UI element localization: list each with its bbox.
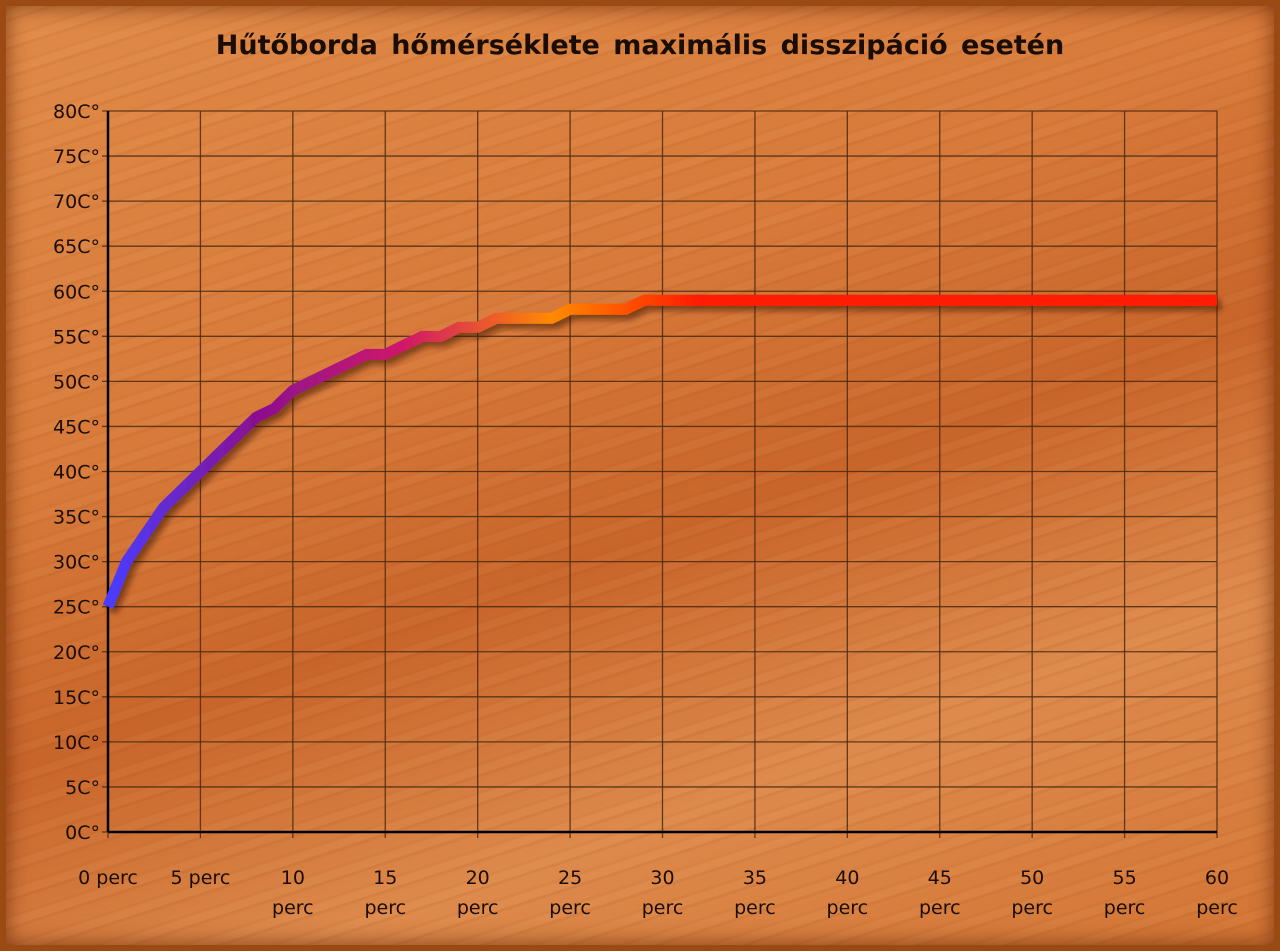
x-tick-label: 40 perc — [827, 867, 869, 919]
y-tick-label: 45C° — [53, 416, 100, 438]
y-tick-label: 30C° — [53, 552, 100, 574]
series-line — [102, 294, 1217, 609]
x-tick-label: 5 perc — [171, 867, 231, 889]
x-tick-label: 0 perc — [78, 867, 138, 889]
y-tick-label: 35C° — [53, 507, 100, 529]
x-tick-label: 50 perc — [1011, 867, 1053, 919]
y-tick-label: 40C° — [53, 462, 100, 484]
y-tick-label: 25C° — [53, 597, 100, 619]
y-tick-label: 20C° — [53, 642, 100, 664]
y-tick-label: 15C° — [53, 687, 100, 709]
x-tick-label: 30 perc — [642, 867, 684, 919]
y-tick-label: 75C° — [53, 146, 100, 168]
y-tick-label: 60C° — [53, 281, 100, 303]
y-tick-label: 80C° — [53, 101, 100, 123]
x-tick-label: 60 perc — [1196, 867, 1238, 919]
chart-title: Hűtőborda hőmérséklete maximális disszip… — [215, 30, 1065, 61]
y-tick-label: 0C° — [65, 822, 100, 844]
y-tick-label: 70C° — [53, 191, 100, 213]
y-tick-label: 50C° — [53, 371, 100, 393]
x-tick-label: 35 perc — [734, 867, 776, 919]
x-tick-label: 20 perc — [457, 867, 499, 919]
x-tick-label: 25 perc — [549, 867, 591, 919]
x-tick-label: 10 perc — [272, 867, 314, 919]
x-tick-label: 15 perc — [364, 867, 406, 919]
y-tick-label: 5C° — [65, 777, 100, 799]
x-tick-label: 45 perc — [919, 867, 961, 919]
y-tick-label: 55C° — [53, 326, 100, 348]
x-tick-label: 55 perc — [1104, 867, 1146, 919]
y-tick-label: 65C° — [53, 236, 100, 258]
y-tick-label: 10C° — [53, 732, 100, 754]
